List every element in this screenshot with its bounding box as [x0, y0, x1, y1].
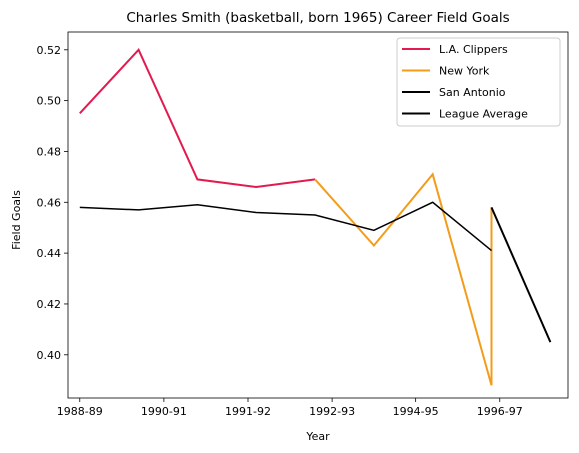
series-line-3 — [79, 201, 492, 252]
y-tick-label: 0.50 — [37, 95, 62, 108]
plot-frame — [67, 31, 569, 399]
y-tick-label: 0.42 — [37, 298, 62, 311]
legend: L.A. Clippers New York San Antonio League A… — [396, 37, 561, 127]
y-tick-label: 0.48 — [37, 145, 62, 158]
x-tick-label: 1992-93 — [309, 405, 355, 418]
y-tick-label: 0.52 — [37, 44, 62, 57]
legend-label: League Average — [439, 108, 528, 121]
legend-label: New York — [439, 65, 490, 78]
y-tick-label: 0.46 — [37, 196, 62, 209]
x-tick-label: 1988-89 — [57, 405, 103, 418]
y-tick-label: 0.40 — [37, 349, 62, 362]
legend-box — [396, 37, 561, 127]
x-tick-label: 1991-92 — [225, 405, 271, 418]
x-tick-label: 1990-91 — [141, 405, 187, 418]
y-tick-label: 0.44 — [37, 247, 62, 260]
legend-label: L.A. Clippers — [439, 43, 508, 56]
chart-title: Charles Smith (basketball, born 1965) Ca… — [126, 10, 509, 26]
series-line-0 — [79, 48, 316, 189]
x-tick-label: 1996-97 — [477, 405, 523, 418]
x-tick-label: 1994-95 — [393, 405, 439, 418]
legend-label: San Antonio — [439, 86, 506, 99]
series-line-2 — [490, 206, 552, 343]
series-line-1 — [314, 172, 493, 386]
y-axis-label: Field Goals — [10, 190, 23, 250]
plot-area: 1988-89 1990-91 1991-92 1992-93 1994-95 1996-… — [37, 31, 569, 418]
x-axis-label: Year — [305, 430, 330, 443]
